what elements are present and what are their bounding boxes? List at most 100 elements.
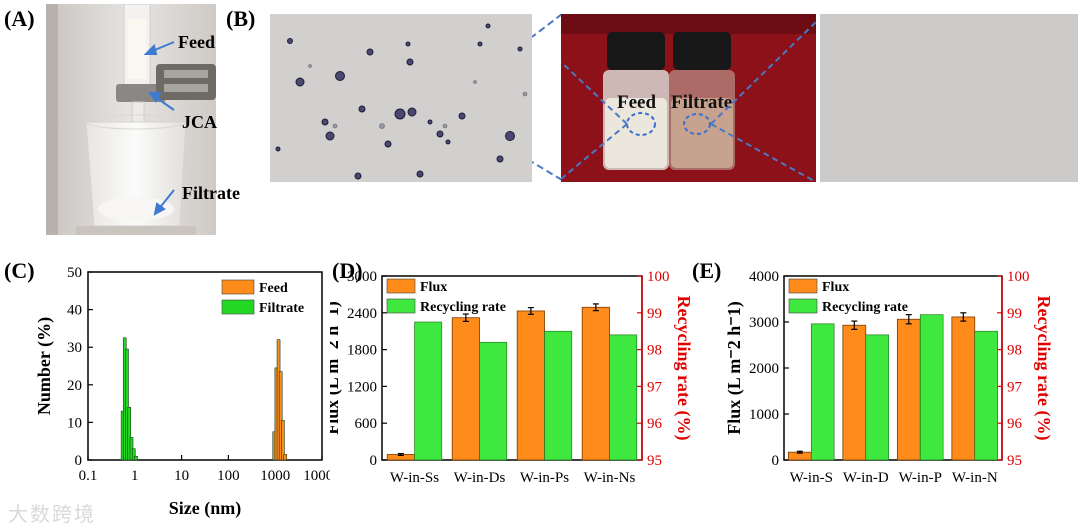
flux-bar [896,318,921,461]
filtrate-micrograph [820,14,1078,182]
y-tick-label: 40 [67,303,82,319]
y-tick-label: 2400 [347,306,377,322]
y-axis-label: Number (%) [34,317,55,415]
category-label: W-in-Ps [520,470,569,486]
category-label: W-in-Ss [390,470,439,486]
y-right-tick-label: 98 [1007,343,1022,359]
zoom-line-left [532,14,562,181]
histogram-bar-filtrate [134,455,138,461]
recycling-rate-bar [609,334,638,461]
y-tick-label: 30 [67,340,82,356]
y-right-tick-label: 95 [647,453,662,469]
legend-label: Recycling rate [822,300,908,315]
legend-swatch [386,278,416,294]
flux-bar [951,316,976,461]
legend-label: Recycling rate [420,300,506,315]
recycling-rate-bar [974,330,998,461]
histogram-bar-feed [283,454,287,461]
y-tick-label: 50 [67,265,82,281]
category-label: W-in-Ns [584,470,636,486]
histogram-bar-feed [281,420,285,461]
x-tick-label: 10 [174,468,189,484]
y-tick-label: 3000 [749,315,779,331]
recycling-rate-bar [919,314,944,461]
category-label: W-in-S [790,470,833,486]
filtrate-callout-a: Filtrate [182,183,240,203]
y-tick-label: 0 [75,453,83,469]
y-right-tick-label: 97 [1007,379,1023,395]
y-tick-label: 0 [370,453,378,469]
y-right-tick-label: 96 [1007,416,1023,432]
x-tick-label: 100 [217,468,240,484]
y-tick-label: 600 [355,416,378,432]
y-right-axis-label: Recycling rate (%) [1033,296,1054,441]
y-tick-label: 10 [67,415,82,431]
legend-label: Flux [822,280,849,295]
legend-label-filtrate: Filtrate [259,301,304,316]
recycling-rate-bar [479,341,508,461]
x-axis-label: Size (nm) [169,498,241,519]
zoom-lines-inner [561,21,816,182]
y-right-tick-label: 99 [647,306,662,322]
y-axis-label: Flux (L m⁻2 h⁻1) [330,301,343,435]
legend-swatch-filtrate [221,299,255,315]
feed-vial-label: Feed [617,92,657,113]
x-tick-label: 1000 [260,468,290,484]
panel-b-label: (B) [226,6,256,31]
legend-label-feed: Feed [259,281,288,296]
flux-bar [451,317,480,461]
flux-bar [516,310,545,461]
histogram-bar-filtrate [125,348,129,461]
y-tick-label: 3000 [347,269,377,285]
feed-micrograph [270,14,532,182]
legend-swatch [788,298,818,314]
category-label: W-in-D [843,470,889,486]
category-label: W-in-P [899,470,942,486]
recycling-rate-bar [544,330,573,461]
y-right-axis-label: Recycling rate (%) [673,296,694,441]
flux-bar [842,324,867,461]
y-tick-label: 2000 [749,361,779,377]
filtrate-vial-label: Filtrate [671,92,733,113]
legend-swatch-feed [221,279,255,295]
y-tick-label: 1800 [347,343,377,359]
jca-callout: JCA [182,112,217,132]
flux-bar [581,306,610,461]
recycling-rate-bar [865,334,889,461]
y-tick-label: 4000 [749,269,779,285]
chart-c: 0 10 20 30 40 50 0.1 1 10 100 1000 10000 Size (nm) Nu… [34,265,330,519]
plot-frame [87,271,323,461]
panel-a-arrows [143,41,175,216]
y-right-tick-label: 97 [647,379,663,395]
category-label: W-in-N [952,470,998,486]
panel-e-label: (E) [692,258,722,283]
legend-swatch [788,278,818,294]
panel-a-label: (A) [4,6,35,31]
x-tick-label: 0.1 [79,468,98,484]
category-label: W-in-Ds [454,470,506,486]
y-right-tick-label: 98 [647,343,662,359]
y-tick-label: 1200 [347,379,377,395]
y-tick-label: 20 [67,378,82,394]
feed-callout: Feed [178,32,215,52]
emulsion-droplets [275,23,528,180]
histogram-bar-filtrate [131,448,136,461]
recycling-rate-bar [414,321,443,461]
y-right-tick-label: 100 [647,269,670,285]
y-right-tick-label: 99 [1007,306,1022,322]
watermark: 大数跨境 [8,502,96,526]
recycling-rate-bar [810,323,835,461]
chart-d: 0 600 1200 1800 2400 3000 95 96 97 98 99 100 W-in-Ss… [330,269,694,486]
x-tick-label: 10000 [303,468,330,484]
chart-e: 0 1000 2000 3000 4000 95 96 97 98 99 100 W-in-S W-in… [724,269,1054,486]
panel-c-label: (C) [4,258,35,283]
y-tick-label: 1000 [749,407,779,423]
panel-d-label: (D) [332,258,363,283]
y-right-tick-label: 100 [1007,269,1030,285]
legend-label: Flux [420,280,447,295]
histogram-bar-filtrate [127,407,132,461]
legend-swatch [386,298,416,314]
y-right-tick-label: 96 [647,416,663,432]
histogram-bar-feed [278,371,283,461]
y-axis-label: Flux (L m⁻2 h⁻1) [724,301,745,435]
